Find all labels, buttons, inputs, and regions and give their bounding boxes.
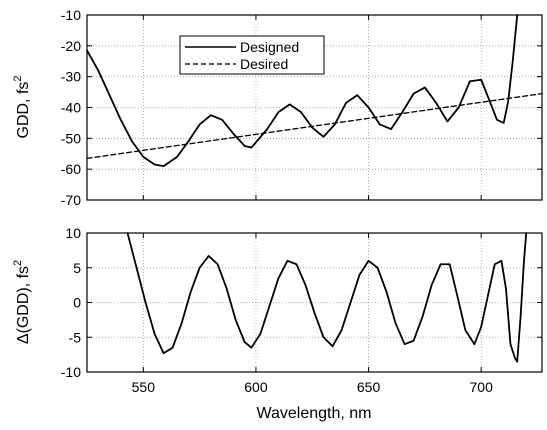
x-tick-label: 700 xyxy=(470,379,494,395)
legend-box xyxy=(179,35,325,75)
bottom-y-tick-label: 10 xyxy=(65,225,81,241)
top-y-tick-label: -10 xyxy=(61,7,81,23)
top-y-axis-title: GDD, fs2 xyxy=(12,75,32,138)
top-y-tick-label: -40 xyxy=(61,100,81,116)
top-y-ticks: -10 -20 -30 -40 -50 -60 -70 xyxy=(61,7,542,208)
legend-desired-label: Desired xyxy=(240,56,288,72)
x-tick-label: 600 xyxy=(244,379,268,395)
top-series-desired-line xyxy=(86,92,543,160)
top-series-designed-line xyxy=(86,14,519,167)
bottom-panel: 10 5 0 -5 -10 550 600 650 700 Δ(GDD), fs2 Wavel… xyxy=(12,225,543,422)
top-series-group xyxy=(86,14,543,167)
x-tick-label: 550 xyxy=(132,379,156,395)
bottom-y-ticks: 10 5 0 -5 -10 xyxy=(61,225,542,380)
top-plot-frame xyxy=(86,14,543,201)
top-x-ticks xyxy=(142,15,482,200)
bottom-grid xyxy=(87,233,542,372)
bottom-y-tick-label: -10 xyxy=(61,364,81,380)
top-y-tick-label: -20 xyxy=(61,38,81,54)
bottom-series-1-line xyxy=(516,232,528,363)
bottom-y-axis-title: Δ(GDD), fs2 xyxy=(12,260,32,344)
top-panel: -10 -20 -30 -40 -50 -60 -70 Designed Desired G… xyxy=(12,7,543,208)
top-y-tick-label: -70 xyxy=(61,192,81,208)
top-y-tick-label: -30 xyxy=(61,69,81,85)
legend: Designed Desired xyxy=(179,35,325,75)
top-y-tick-label: -50 xyxy=(61,130,81,146)
bottom-x-ticks: 550 600 650 700 xyxy=(132,233,493,395)
x-tick-label: 650 xyxy=(357,379,381,395)
bottom-series-group xyxy=(126,232,528,363)
bottom-y-axis-title-superscript: 2 xyxy=(12,260,24,266)
bottom-plot-frame xyxy=(86,232,543,373)
top-y-tick-label: -60 xyxy=(61,161,81,177)
x-axis-title: Wavelength, nm xyxy=(256,405,371,422)
bottom-y-tick-label: -5 xyxy=(69,329,82,345)
top-y-axis-title-superscript: 2 xyxy=(12,75,24,81)
bottom-plot-area xyxy=(87,233,542,372)
bottom-y-tick-label: 0 xyxy=(73,295,81,311)
bottom-y-tick-label: 5 xyxy=(73,260,81,276)
legend-designed-label: Designed xyxy=(240,39,299,55)
bottom-series-0-line xyxy=(126,232,519,363)
